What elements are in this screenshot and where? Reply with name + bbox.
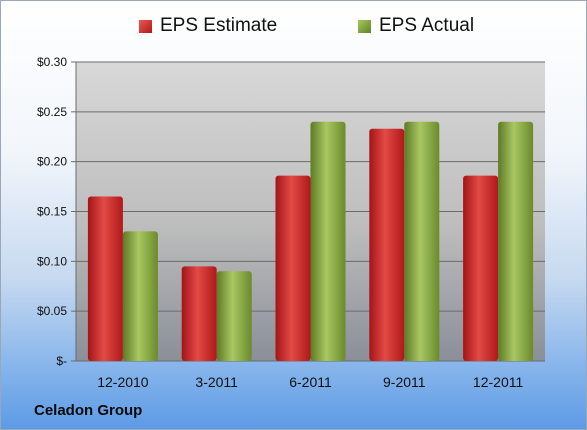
legend-swatch-estimate <box>139 19 152 33</box>
bar-eps-estimate <box>275 175 311 361</box>
bar-eps-actual <box>122 231 158 361</box>
y-tick-label: $0.10 <box>37 254 67 268</box>
x-tick-label: 9-2011 <box>383 374 426 390</box>
legend-label-estimate: EPS Estimate <box>160 15 278 36</box>
bar-eps-actual <box>404 121 440 361</box>
legend: EPS Estimate EPS Actual <box>1 15 586 43</box>
bar-eps-actual <box>216 271 252 361</box>
y-tick-label: $0.30 <box>37 55 67 69</box>
legend-label-actual: EPS Actual <box>379 15 475 36</box>
x-tick-label: 6-2011 <box>289 374 332 390</box>
legend-item-estimate: EPS Estimate <box>139 15 277 37</box>
y-tick-label: $0.05 <box>37 304 67 318</box>
y-tick-label: $- <box>56 354 67 368</box>
legend-item-actual: EPS Actual <box>358 15 474 37</box>
legend-swatch-actual <box>358 19 371 33</box>
y-tick-label: $0.20 <box>37 155 67 169</box>
bar-eps-estimate <box>87 196 123 361</box>
y-tick-label: $0.15 <box>37 205 67 219</box>
bar-eps-estimate <box>369 128 405 361</box>
company-name: Celadon Group <box>34 402 143 419</box>
y-tick-label: $0.25 <box>37 105 67 119</box>
bar-eps-estimate <box>181 266 217 361</box>
bar-eps-estimate <box>463 175 499 361</box>
bar-eps-actual <box>310 121 346 361</box>
x-tick-label: 12-2011 <box>473 374 524 390</box>
x-tick-label: 12-2010 <box>97 374 149 390</box>
x-tick-label: 3-2011 <box>195 374 238 390</box>
bar-eps-actual <box>498 121 534 361</box>
